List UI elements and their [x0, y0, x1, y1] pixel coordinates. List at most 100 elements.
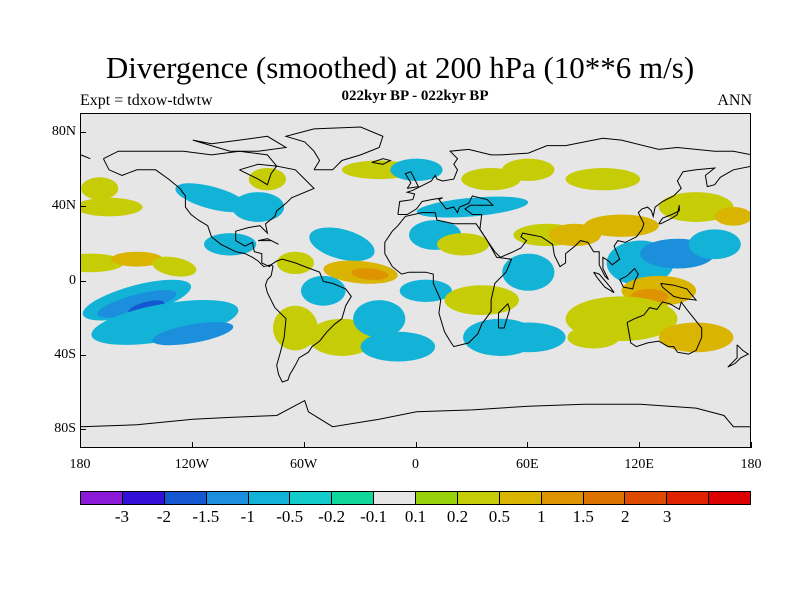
coastline-segment: [658, 205, 680, 225]
colorbar-label: 0.2: [446, 507, 469, 526]
colorbar-label: -3: [114, 507, 130, 526]
colorbar-label: -2: [156, 507, 171, 526]
contour-region: [567, 326, 620, 349]
lat-tick-mark: [80, 429, 86, 431]
contour-region: [502, 158, 555, 181]
contour-region: [309, 227, 375, 262]
contour-region: [81, 177, 119, 200]
coastline-segment: [397, 165, 750, 280]
contour-region: [152, 322, 234, 346]
lat-tick-mark: [80, 131, 86, 133]
lon-tick-label: 60W: [290, 457, 318, 472]
contour-region: [658, 322, 734, 353]
lat-tick-mark: [80, 280, 86, 282]
coastline-segment: [727, 344, 750, 368]
season-label: ANN: [717, 92, 752, 109]
colorbar-segment: [499, 492, 542, 504]
contour-region: [399, 279, 452, 302]
contour-region: [502, 253, 555, 291]
lon-tick-label: 60E: [516, 457, 539, 472]
colorbar-label: 3: [662, 507, 672, 526]
lon-tick-label: 180: [740, 457, 762, 472]
colorbar-segment: [667, 492, 710, 504]
colorbar-label: -1: [240, 507, 255, 526]
contour-region: [584, 214, 659, 237]
lon-tick-mark: [639, 442, 641, 448]
lon-tick-mark: [191, 442, 193, 448]
colorbar-segment: [81, 492, 123, 504]
contour-region: [300, 275, 346, 306]
colorbar-segment: [164, 492, 207, 504]
contour-region: [97, 289, 177, 318]
coastline-segment: [81, 154, 91, 160]
contour-region: [360, 331, 436, 362]
colorbar-segment: [541, 492, 584, 504]
contour-region: [714, 207, 750, 226]
colorbar-segment: [625, 492, 668, 504]
coastline-segment: [257, 238, 279, 245]
colorbar-label: 0.5: [488, 507, 510, 526]
contour-region: [491, 322, 566, 353]
lon-tick-label: 180: [69, 457, 91, 472]
lon-tick-label: 120W: [174, 457, 209, 472]
coastline-segment: [593, 271, 615, 294]
contour-region: [81, 197, 143, 217]
lat-tick-label: 80N: [51, 123, 76, 139]
contour-region: [390, 158, 443, 181]
colorbar-label: 1: [537, 507, 546, 526]
contour-region: [353, 300, 406, 338]
colorbar-segment: [290, 492, 333, 504]
coastline-segment: [404, 171, 420, 189]
coastline-segment: [384, 212, 513, 348]
coastline-segment: [284, 126, 384, 171]
colorbar-segment: [709, 492, 750, 504]
colorbar-label: 0.1: [404, 507, 427, 526]
coastline-segment: [102, 150, 315, 268]
coastline-segment: [264, 258, 352, 383]
lon-tick-mark: [527, 442, 529, 448]
colorbar-label: 1.5: [572, 507, 594, 526]
coastlines: [81, 126, 750, 428]
contour-region: [204, 233, 257, 256]
coastline-segment: [81, 399, 750, 428]
coastline-segment: [660, 282, 698, 301]
contour-region: [110, 251, 164, 267]
colorbar-segment: [457, 492, 500, 504]
colorbar-segment: [122, 492, 165, 504]
plot-subtitle: 022kyr BP - 022kyr BP: [341, 88, 489, 104]
lat-tick-label: 40S: [54, 346, 76, 362]
contour-region: [416, 196, 529, 218]
colorbar-label: -0.5: [276, 507, 304, 526]
map-canvas: [81, 126, 750, 428]
coastline-segment: [371, 158, 392, 165]
colorbar-segment: [248, 492, 291, 504]
contour-region: [152, 256, 197, 277]
colorbar-label: -0.2: [318, 507, 346, 526]
lat-tick-label: 80S: [54, 421, 76, 437]
contour-region: [231, 192, 285, 222]
colorbar-label: -1.5: [192, 507, 220, 526]
color-legend-bar: [80, 491, 751, 505]
contour-region: [248, 167, 287, 191]
contour-region: [351, 268, 389, 280]
lat-tick-mark: [80, 206, 86, 208]
lon-tick-label: 0: [412, 457, 419, 472]
contour-region: [437, 233, 490, 256]
contour-region: [688, 229, 741, 260]
colorbar-segment: [416, 492, 458, 504]
colorbar-label: 2: [620, 507, 630, 526]
contour-region: [175, 183, 248, 213]
lat-tick-label: 40N: [51, 198, 76, 214]
coastline-segment: [239, 163, 278, 186]
experiment-label: Expt = tdxow-tdwtw: [80, 92, 213, 109]
plot-title: Divergence (smoothed) at 200 hPa (10**6 …: [105, 50, 695, 85]
lon-tick-mark: [415, 442, 417, 448]
colorbar-label: -0.1: [360, 507, 388, 526]
lat-tick-label: 0: [69, 272, 76, 288]
contour-region: [91, 300, 239, 345]
coastline-segment: [498, 302, 511, 329]
lon-tick-mark: [303, 442, 305, 448]
divergence-map: [80, 113, 751, 448]
colorbar-segment: [374, 492, 416, 504]
lon-tick-mark: [751, 442, 752, 448]
